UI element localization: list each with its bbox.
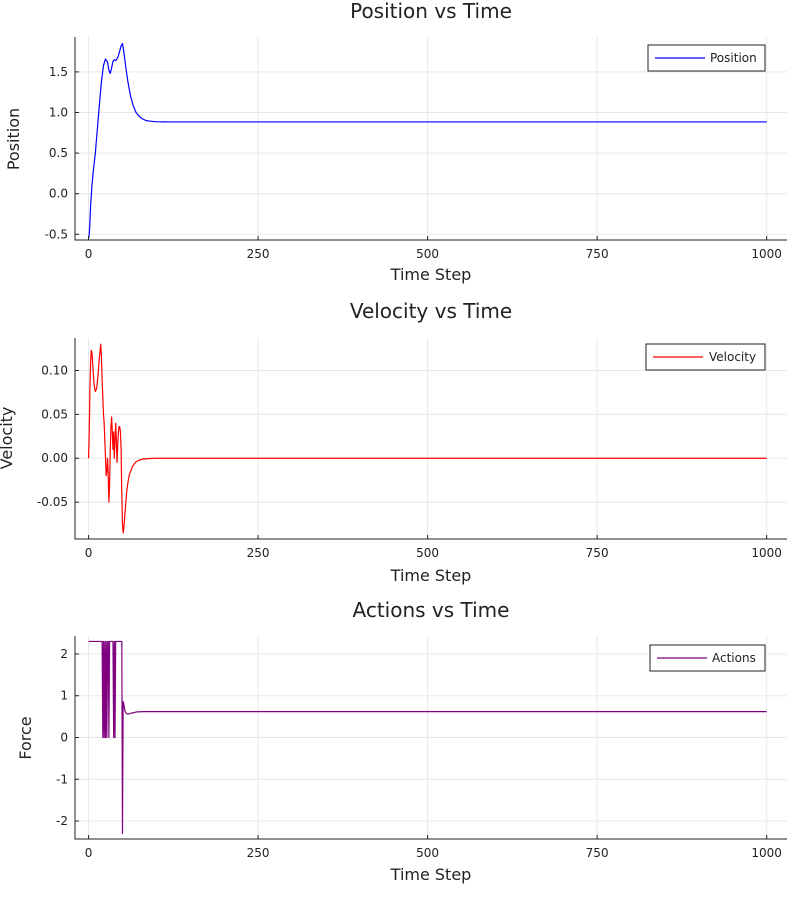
x-tick-label: 250: [247, 247, 270, 261]
x-tick-label: 750: [586, 546, 609, 560]
y-tick-label: -0.05: [37, 495, 68, 509]
series-layer: [87, 343, 767, 534]
x-ticks: 0 250 500 750 1000: [85, 835, 782, 860]
x-tick-label: 500: [416, 846, 439, 860]
grid: [75, 636, 787, 839]
y-tick-label: -1: [56, 772, 68, 786]
y-tick-label: 1: [60, 689, 68, 703]
x-tick-label: 0: [85, 846, 93, 860]
legend: Position: [647, 44, 766, 72]
y-tick-label: 1.0: [49, 106, 68, 120]
y-ticks: -0.05 0.00 0.05 0.10: [37, 363, 79, 509]
legend-label: Velocity: [709, 350, 756, 364]
x-ticks: 0 250 500 750 1000: [85, 236, 782, 261]
y-axis-label: Velocity: [0, 407, 16, 470]
x-tick-label: 750: [586, 247, 609, 261]
series-line: [87, 42, 767, 239]
series-line: [87, 343, 767, 534]
legend: Velocity: [645, 343, 766, 371]
chart-actions: Actions vs Time 0 250 500 750 1000 -2 -1 0 1 2 T…: [16, 598, 787, 884]
x-tick-label: 1000: [751, 247, 782, 261]
chart-title: Velocity vs Time: [350, 299, 512, 323]
series-line: [88, 640, 767, 835]
x-axis-label: Time Step: [390, 265, 472, 284]
x-tick-label: 500: [416, 546, 439, 560]
y-tick-label: 0.5: [49, 146, 68, 160]
legend-label: Position: [710, 51, 757, 65]
chart-velocity: Velocity vs Time 0 250 500 750 1000 -0.05 0.0…: [0, 299, 787, 585]
x-ticks: 0 250 500 750 1000: [85, 535, 782, 560]
y-axis-label: Force: [16, 716, 35, 759]
y-ticks: -2 -1 0 1 2: [56, 647, 79, 828]
y-tick-label: 0.10: [41, 363, 68, 377]
x-tick-label: 250: [247, 846, 270, 860]
x-axis-label: Time Step: [390, 865, 472, 884]
y-tick-label: 0.0: [49, 187, 68, 201]
x-tick-label: 0: [85, 546, 93, 560]
y-tick-label: 1.5: [49, 65, 68, 79]
chart-position: Position vs Time 0 250 500 750 1000 -0.5 0.0 0…: [4, 0, 787, 284]
series-layer: [87, 42, 767, 239]
grid: [75, 37, 787, 240]
axis-frame: [74, 338, 787, 540]
y-tick-label: 2: [60, 647, 68, 661]
y-tick-label: 0.05: [41, 407, 68, 421]
x-tick-label: 1000: [751, 846, 782, 860]
legend-label: Actions: [712, 651, 756, 665]
y-tick-label: -0.5: [45, 227, 68, 241]
x-tick-label: 750: [586, 846, 609, 860]
axis-frame: [74, 37, 787, 241]
legend: Actions: [649, 644, 766, 672]
x-axis-label: Time Step: [390, 566, 472, 585]
y-axis-label: Position: [4, 108, 23, 170]
x-tick-label: 1000: [751, 546, 782, 560]
axis-frame: [74, 636, 787, 840]
y-tick-label: -2: [56, 814, 68, 828]
chart-title: Actions vs Time: [353, 598, 510, 622]
x-tick-label: 0: [85, 247, 93, 261]
x-tick-label: 500: [416, 247, 439, 261]
y-tick-label: 0: [60, 731, 68, 745]
y-ticks: -0.5 0.0 0.5 1.0 1.5: [45, 65, 79, 241]
x-tick-label: 250: [247, 546, 270, 560]
y-tick-label: 0.00: [41, 451, 68, 465]
series-layer: [88, 640, 767, 835]
chart-title: Position vs Time: [350, 0, 512, 23]
